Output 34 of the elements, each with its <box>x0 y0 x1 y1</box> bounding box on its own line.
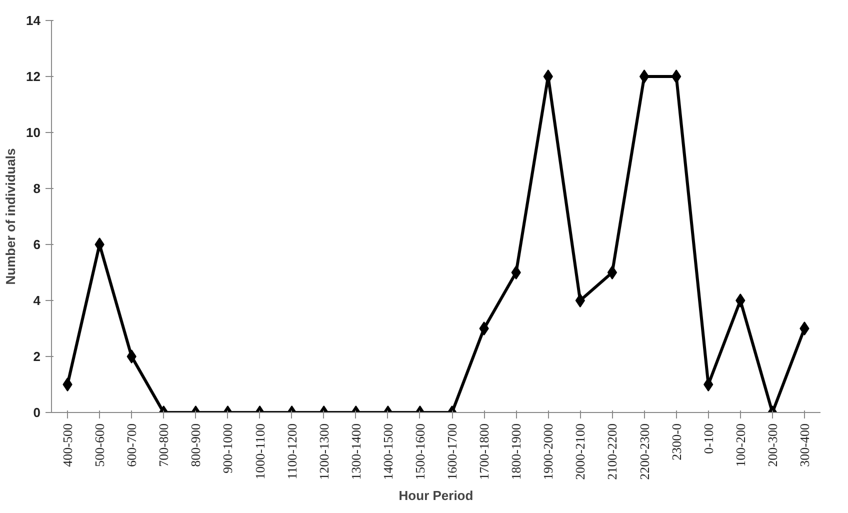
x-tick-label: 2100-2200 <box>604 423 620 480</box>
x-tick-label: 700-800 <box>156 423 172 467</box>
x-tick-label: 1500-1600 <box>412 423 428 480</box>
x-axis-title: Hour Period <box>398 488 474 503</box>
x-tick-label: 1900-2000 <box>540 423 556 480</box>
x-tick-label: 2300-0 <box>668 423 684 460</box>
x-tick-label: 2200-2300 <box>636 423 652 480</box>
x-tick-label: 1100-1200 <box>284 423 300 480</box>
y-tick-label: 14 <box>26 13 42 28</box>
x-tick-label: 1000-1100 <box>252 423 268 480</box>
x-tick-label: 2000-2100 <box>572 423 588 480</box>
x-tick-label: 300-400 <box>796 423 812 467</box>
y-tick-label: 12 <box>26 69 41 84</box>
x-tick-label: 1400-1500 <box>380 423 396 480</box>
x-tick-label: 600-700 <box>124 423 140 467</box>
x-tick-label: 1600-1700 <box>444 423 460 480</box>
x-tick-label: 800-900 <box>188 423 204 467</box>
y-tick-label: 8 <box>33 181 41 196</box>
x-tick-label: 400-500 <box>60 423 76 467</box>
y-tick-label: 0 <box>33 405 41 420</box>
y-tick-label: 2 <box>33 349 41 364</box>
x-tick-label: 1700-1800 <box>476 423 492 480</box>
x-tick-label: 200-300 <box>764 423 780 467</box>
y-tick-label: 4 <box>33 293 42 308</box>
x-tick-label: 100-200 <box>732 423 748 467</box>
x-tick-label: 1200-1300 <box>316 423 332 480</box>
x-tick-label: 1800-1900 <box>508 423 524 480</box>
y-tick-label: 10 <box>26 125 41 140</box>
y-axis-title: Number of individuals <box>3 148 18 285</box>
y-tick-label: 6 <box>33 237 41 252</box>
x-tick-label: 1300-1400 <box>348 423 364 480</box>
x-tick-label: 0-100 <box>700 423 716 454</box>
x-tick-label: 500-600 <box>92 423 108 467</box>
x-tick-label: 900-1000 <box>220 423 236 474</box>
